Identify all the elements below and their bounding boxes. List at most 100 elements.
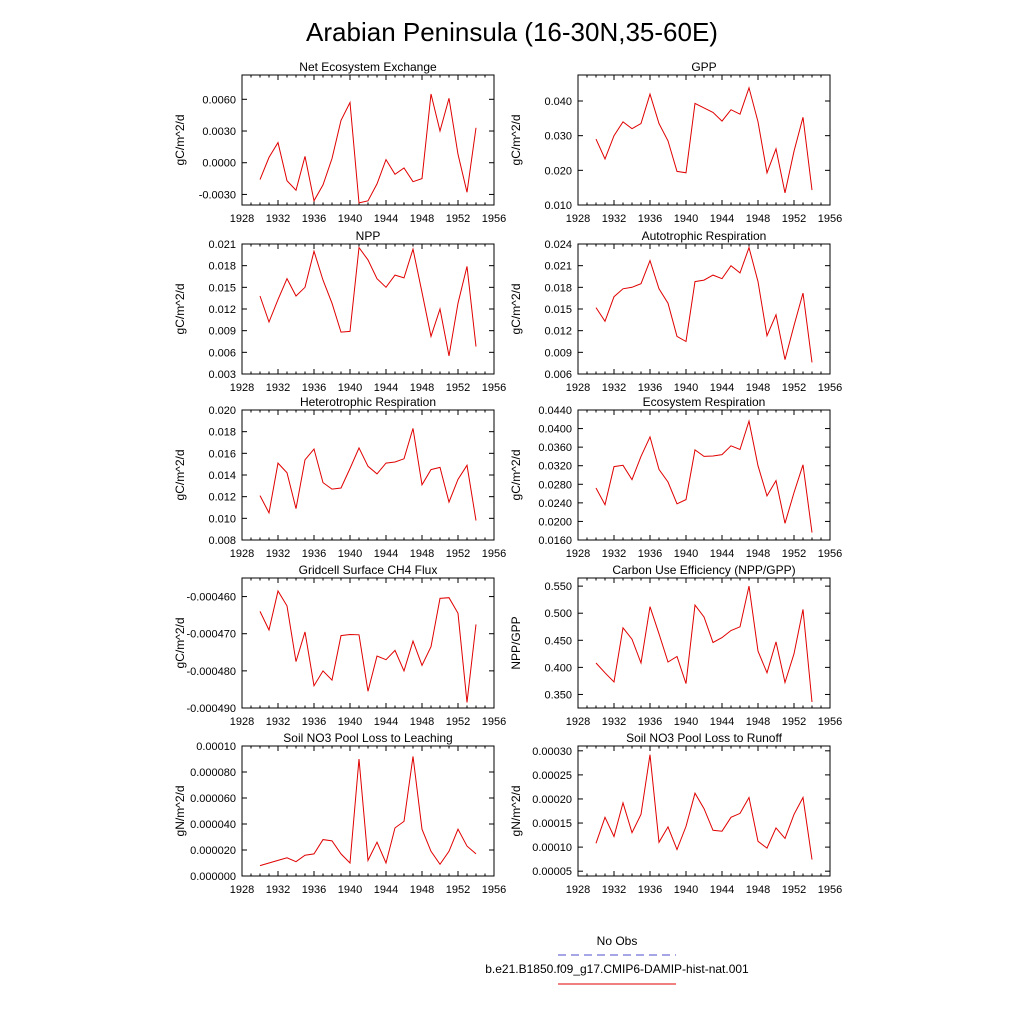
- y-tick-label: 0.00015: [532, 818, 572, 830]
- x-tick-label: 1944: [710, 548, 734, 560]
- x-tick-label: 1952: [782, 382, 806, 394]
- series-line: [595, 585, 813, 703]
- figure-title: Arabian Peninsula (16-30N,35-60E): [306, 17, 718, 47]
- y-tick-label: 0.020: [208, 405, 236, 417]
- y-axis-label: NPP/GPP: [509, 616, 523, 669]
- y-tick-label: 0.003: [208, 369, 236, 381]
- x-tick-label: 1932: [602, 716, 626, 728]
- x-tick-label: 1948: [410, 548, 434, 560]
- x-tick-label: 1936: [302, 716, 326, 728]
- series-line: [595, 419, 813, 533]
- x-tick-label: 1940: [674, 213, 698, 225]
- y-tick-label: 0.0360: [538, 442, 572, 454]
- x-tick-label: 1932: [602, 382, 626, 394]
- y-tick-label: 0.0280: [538, 479, 572, 491]
- y-tick-label: 0.000000: [190, 871, 236, 883]
- series-line: [259, 93, 477, 204]
- series-line: [259, 756, 477, 867]
- panel-soil-no3-pool-loss-to-runoff: Soil NO3 Pool Loss to Runoff 1928 1932 1936…: [509, 731, 842, 896]
- panel-title: Autotrophic Respiration: [642, 229, 767, 243]
- y-tick-label: 0.030: [544, 131, 572, 143]
- y-tick-label: 0.500: [544, 608, 572, 620]
- x-tick-label: 1936: [638, 548, 662, 560]
- panel-net-ecosystem-exchange: Net Ecosystem Exchange 1928 1932 1936 1940 19…: [173, 60, 506, 225]
- x-tick-label: 1932: [266, 884, 290, 896]
- x-tick-label: 1928: [230, 213, 254, 225]
- series-line: [259, 246, 477, 356]
- x-tick-label: 1952: [782, 884, 806, 896]
- series-line: [595, 86, 813, 194]
- x-tick-label: 1956: [818, 213, 842, 225]
- y-axis-label: gN/m^2/d: [509, 786, 523, 837]
- legend-label-no-obs: No Obs: [597, 934, 638, 948]
- y-tick-label: 0.040: [544, 96, 572, 108]
- plot-frame: [577, 745, 831, 877]
- panels: Net Ecosystem Exchange 1928 1932 1936 1940 19…: [173, 60, 842, 896]
- x-tick-label: 1928: [566, 548, 590, 560]
- x-tick-label: 1928: [566, 716, 590, 728]
- y-tick-label: -0.000490: [186, 703, 236, 715]
- x-tick-label: 1940: [338, 382, 362, 394]
- x-tick-label: 1940: [674, 716, 698, 728]
- y-tick-label: 0.018: [208, 261, 236, 273]
- panel-title: Heterotrophic Respiration: [300, 395, 436, 409]
- x-tick-label: 1944: [374, 213, 398, 225]
- y-tick-label: 0.000040: [190, 819, 236, 831]
- x-tick-label: 1956: [482, 382, 506, 394]
- x-tick-label: 1928: [230, 884, 254, 896]
- y-axis-label: gN/m^2/d: [173, 786, 187, 837]
- panel-title: Net Ecosystem Exchange: [299, 60, 437, 74]
- x-tick-label: 1948: [410, 213, 434, 225]
- x-tick-label: 1936: [302, 884, 326, 896]
- y-tick-label: 0.016: [208, 448, 236, 460]
- y-tick-label: 0.008: [208, 535, 236, 547]
- y-tick-label: 0.024: [544, 239, 572, 251]
- x-tick-label: 1944: [374, 884, 398, 896]
- y-tick-label: 0.0320: [538, 461, 572, 473]
- panel-title: Gridcell Surface CH4 Flux: [299, 563, 438, 577]
- x-tick-label: 1936: [302, 382, 326, 394]
- y-tick-label: 0.00005: [532, 866, 572, 878]
- x-tick-label: 1928: [230, 382, 254, 394]
- y-tick-label: 0.021: [208, 239, 236, 251]
- x-tick-label: 1940: [338, 884, 362, 896]
- y-tick-label: 0.550: [544, 581, 572, 593]
- y-tick-label: 0.006: [208, 347, 236, 359]
- y-tick-label: 0.00010: [532, 842, 572, 854]
- panel-title: GPP: [691, 60, 716, 74]
- series-line: [259, 589, 477, 703]
- panel-gpp: GPP 1928 1932 1936 1940 1944 1948 1952 1956 0.010…: [509, 60, 842, 225]
- panel-gridcell-surface-ch4-flux: Gridcell Surface CH4 Flux 1928 1932 1936 194…: [173, 563, 506, 728]
- x-tick-label: 1936: [638, 884, 662, 896]
- panel-npp: NPP 1928 1932 1936 1940 1944 1948 1952 1956 0.003…: [173, 229, 506, 394]
- x-tick-label: 1928: [230, 716, 254, 728]
- x-tick-label: 1928: [230, 548, 254, 560]
- x-tick-label: 1948: [746, 884, 770, 896]
- x-tick-label: 1940: [338, 716, 362, 728]
- x-tick-label: 1932: [602, 884, 626, 896]
- x-tick-label: 1948: [410, 716, 434, 728]
- x-tick-label: 1952: [446, 716, 470, 728]
- y-tick-label: 0.0200: [538, 516, 572, 528]
- y-tick-label: -0.000480: [186, 666, 236, 678]
- y-tick-label: 0.021: [544, 261, 572, 273]
- y-tick-label: 0.015: [208, 282, 236, 294]
- x-tick-label: 1932: [266, 213, 290, 225]
- x-tick-label: 1936: [638, 716, 662, 728]
- x-tick-label: 1956: [482, 884, 506, 896]
- y-tick-label: 0.450: [544, 635, 572, 647]
- y-axis-label: gC/m^2/d: [173, 618, 187, 669]
- legend: No Obs b.e21.B1850.f09_g17.CMIP6-DAMIP-h…: [485, 934, 749, 985]
- y-tick-label: -0.000460: [186, 592, 236, 604]
- x-tick-label: 1932: [266, 382, 290, 394]
- y-tick-label: 0.0240: [538, 498, 572, 510]
- x-tick-label: 1956: [818, 716, 842, 728]
- y-tick-label: 0.010: [544, 200, 572, 212]
- x-tick-label: 1952: [446, 548, 470, 560]
- x-tick-label: 1936: [638, 213, 662, 225]
- plot-frame: [577, 74, 831, 206]
- panel-carbon-use-efficiency-npp-gpp: Carbon Use Efficiency (NPP/GPP) 1928 1932 1…: [509, 563, 842, 728]
- legend-label-model: b.e21.B1850.f09_g17.CMIP6-DAMIP-hist-nat…: [485, 962, 749, 976]
- x-tick-label: 1940: [338, 213, 362, 225]
- x-tick-label: 1944: [710, 884, 734, 896]
